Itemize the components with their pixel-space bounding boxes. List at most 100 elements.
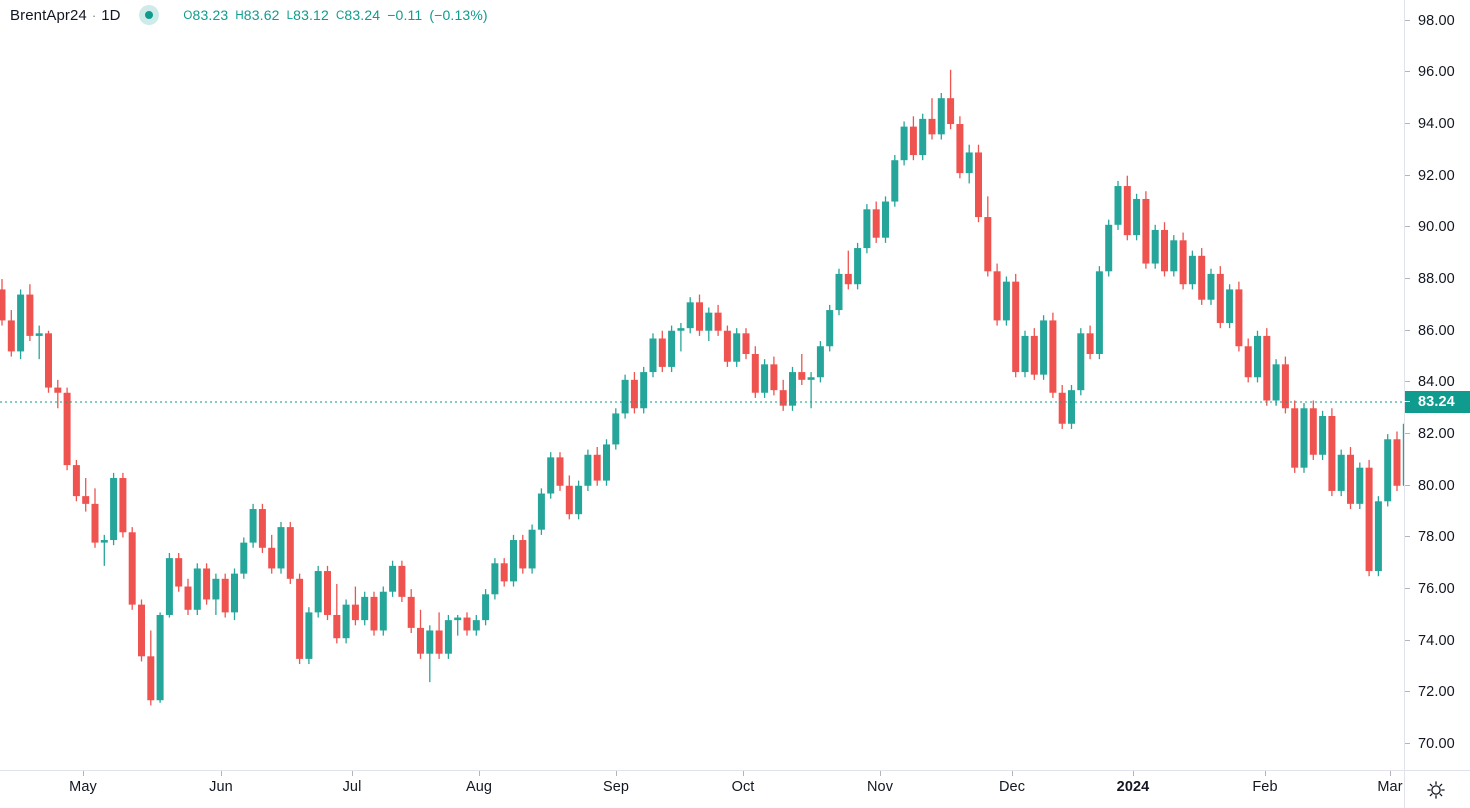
candle-body (0, 289, 6, 321)
chart-plot-area[interactable] (0, 0, 1404, 770)
time-tick-label: Feb (1252, 779, 1278, 795)
time-tick-label: Dec (998, 779, 1026, 795)
candle-body (919, 118, 927, 156)
candle-body (333, 614, 341, 639)
close-value: 83.24 (344, 7, 381, 23)
high-value: 83.62 (243, 7, 280, 23)
candle-body (72, 465, 80, 497)
candle-body (472, 620, 480, 631)
candle-body (975, 152, 982, 218)
candle-body (82, 496, 90, 504)
price-tick-label: 82.00 (1418, 426, 1455, 443)
candle-body (1142, 198, 1150, 264)
candle-body (630, 379, 638, 409)
candlestick-series (0, 69, 1404, 706)
candle-body (296, 578, 304, 659)
low-value: 83.12 (293, 7, 329, 23)
ohlc-values: O83.23 H83.62 L83.12 C83.24 −0.11 (−0.13%) (183, 7, 487, 23)
candle-body (1021, 335, 1029, 373)
price-tick-dash (1405, 226, 1410, 228)
candle-body (193, 568, 201, 610)
candle-body (389, 565, 397, 592)
time-tick-dash (1390, 771, 1391, 776)
time-tick-dash (743, 771, 744, 776)
candle-body (286, 527, 294, 579)
candle-body (435, 630, 443, 654)
candle-body (1040, 320, 1048, 375)
candle-body (240, 542, 248, 574)
price-tick-dash (1405, 484, 1410, 486)
candle-body (100, 540, 108, 543)
candle-body (91, 503, 99, 543)
price-tick-label: 80.00 (1418, 477, 1455, 494)
candle-body (1254, 335, 1261, 378)
time-axis[interactable]: May Jun Jul Aug Sep Oct Nov Dec 2024 Feb Mar (0, 770, 1470, 808)
candle-body (305, 612, 313, 659)
candle-body (370, 596, 378, 631)
candle-body (835, 273, 843, 311)
candle-body (379, 591, 387, 631)
candle-body (751, 353, 759, 393)
candle-body (789, 372, 796, 406)
candle-body (900, 126, 908, 161)
time-tick-dash (221, 771, 222, 776)
candle-body (872, 209, 880, 238)
candle-body (1105, 224, 1113, 272)
candle-body (705, 312, 713, 331)
candle-body (1161, 229, 1168, 272)
candle-body (110, 478, 118, 541)
time-tick-label: Nov (866, 779, 894, 795)
price-tick-label: 74.00 (1418, 632, 1455, 649)
axis-corner-divider (1404, 771, 1405, 808)
candle-body (984, 217, 992, 272)
price-change: −0.11 (387, 7, 423, 23)
price-tick-dash (1405, 174, 1410, 176)
candle-body (1030, 335, 1038, 375)
candle-group (0, 69, 1404, 706)
candle-body (1328, 416, 1336, 491)
ohlc-close: C83.24 (336, 7, 380, 23)
price-tick-label: 72.00 (1418, 684, 1455, 701)
symbol-title[interactable]: BrentApr24 (10, 6, 87, 24)
candle-body (165, 558, 173, 615)
candle-body (1179, 240, 1187, 285)
candle-body (314, 571, 322, 613)
candle-body (1123, 186, 1131, 236)
candle-body (17, 294, 25, 352)
badge-dash (1404, 401, 1410, 403)
candle-body (1077, 333, 1085, 391)
candle-body (26, 294, 34, 336)
current-price-badge: 83.24 (1404, 391, 1470, 414)
candle-body (203, 568, 211, 600)
candle-body (742, 333, 750, 354)
candle-body (1272, 364, 1280, 401)
candle-body (351, 604, 359, 621)
candle-body (1198, 255, 1206, 300)
candle-body (1374, 501, 1382, 572)
time-tick-label: Aug (465, 779, 493, 795)
candle-body (1226, 289, 1234, 323)
candle-body (482, 594, 490, 621)
time-tick-label: Jul (342, 779, 362, 795)
candle-body (1402, 423, 1404, 486)
candle-body (138, 604, 145, 657)
gear-icon[interactable] (1425, 779, 1447, 801)
candle-body (1263, 335, 1271, 401)
price-tick-label: 86.00 (1418, 322, 1455, 339)
interval-label[interactable]: 1D (101, 6, 121, 24)
candle-body (258, 509, 266, 548)
candle-body (212, 578, 220, 600)
high-label: H (235, 10, 244, 22)
price-axis[interactable]: 98.00 96.00 94.00 92.00 90.00 88.00 86.00 84.00… (1404, 0, 1470, 770)
close-label: C (335, 10, 345, 22)
price-tick-dash (1405, 536, 1410, 538)
candle-body (45, 333, 52, 388)
candle-body (1356, 467, 1364, 504)
candle-body (417, 627, 424, 654)
price-tick-label: 92.00 (1418, 167, 1455, 184)
candle-body (909, 126, 917, 156)
title-separator: · (91, 7, 97, 23)
price-tick-label: 90.00 (1418, 219, 1455, 236)
candle-body (928, 118, 936, 135)
